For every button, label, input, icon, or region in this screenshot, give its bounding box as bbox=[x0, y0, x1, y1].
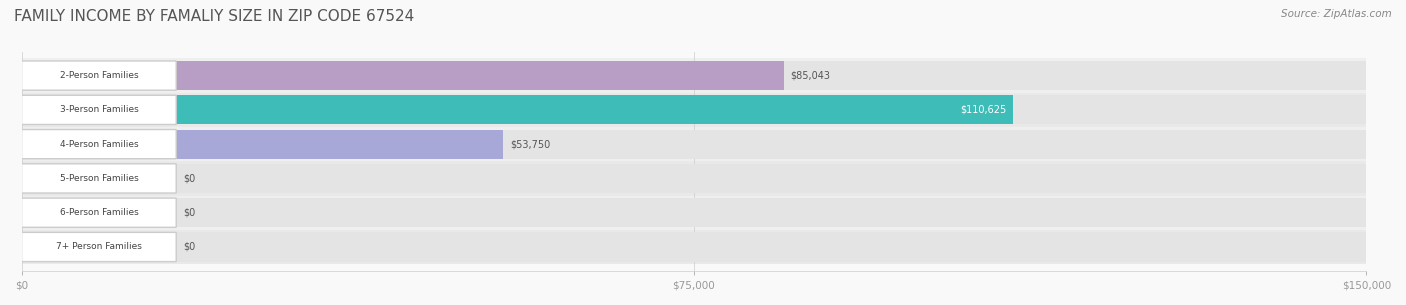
Bar bbox=[21, 95, 1367, 124]
Text: 7+ Person Families: 7+ Person Families bbox=[56, 242, 142, 252]
Bar bbox=[21, 130, 1367, 159]
Bar bbox=[21, 93, 1367, 127]
Text: 5-Person Families: 5-Person Families bbox=[59, 174, 138, 183]
Bar bbox=[21, 164, 1367, 193]
Bar bbox=[21, 230, 1367, 264]
Bar bbox=[21, 196, 1367, 230]
Bar bbox=[21, 61, 1367, 90]
FancyBboxPatch shape bbox=[21, 198, 176, 227]
Text: 6-Person Families: 6-Person Families bbox=[59, 208, 138, 217]
Text: $0: $0 bbox=[183, 208, 195, 218]
Bar bbox=[21, 130, 503, 159]
Bar bbox=[21, 232, 1367, 262]
Text: 4-Person Families: 4-Person Families bbox=[59, 140, 138, 149]
Bar bbox=[21, 198, 1367, 227]
Bar bbox=[21, 59, 1367, 93]
Bar bbox=[21, 127, 1367, 161]
Text: $110,625: $110,625 bbox=[960, 105, 1007, 115]
Text: $0: $0 bbox=[183, 174, 195, 183]
Text: 2-Person Families: 2-Person Families bbox=[59, 71, 138, 80]
Bar bbox=[21, 95, 1014, 124]
FancyBboxPatch shape bbox=[21, 130, 176, 159]
Bar bbox=[21, 61, 785, 90]
Text: Source: ZipAtlas.com: Source: ZipAtlas.com bbox=[1281, 9, 1392, 19]
FancyBboxPatch shape bbox=[21, 232, 176, 262]
Text: 3-Person Families: 3-Person Families bbox=[59, 105, 138, 114]
Text: FAMILY INCOME BY FAMALIY SIZE IN ZIP CODE 67524: FAMILY INCOME BY FAMALIY SIZE IN ZIP COD… bbox=[14, 9, 415, 24]
Text: $0: $0 bbox=[183, 242, 195, 252]
FancyBboxPatch shape bbox=[21, 164, 176, 193]
FancyBboxPatch shape bbox=[21, 61, 176, 90]
Text: $53,750: $53,750 bbox=[510, 139, 550, 149]
FancyBboxPatch shape bbox=[21, 95, 176, 124]
Text: $85,043: $85,043 bbox=[790, 70, 831, 81]
Bar bbox=[21, 161, 1367, 196]
